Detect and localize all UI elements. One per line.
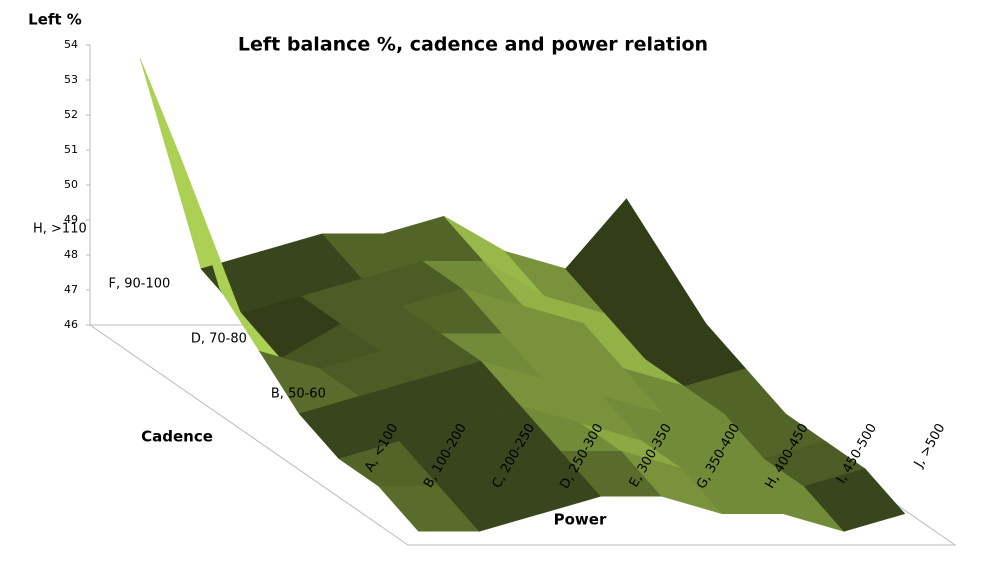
z-tick-label: 54 (64, 38, 78, 51)
z-tick-label: 46 (64, 318, 78, 331)
y-tick-label: B, 50-60 (271, 386, 326, 401)
z-axis-title: Left % (28, 11, 82, 29)
z-tick-label: 50 (64, 178, 78, 191)
z-tick-label: 49 (64, 213, 78, 226)
z-tick-label: 52 (64, 108, 78, 121)
y-axis-title: Cadence (141, 428, 213, 446)
y-tick-label: H, >110 (33, 221, 87, 236)
z-tick-label: 48 (64, 248, 78, 261)
surface-patch (803, 468, 906, 532)
z-tick-label: 51 (64, 143, 78, 156)
chart-title: Left balance %, cadence and power relati… (238, 34, 708, 56)
z-tick-label: 47 (64, 283, 78, 296)
y-tick-label: D, 70-80 (191, 331, 247, 346)
y-tick-label: F, 90-100 (108, 276, 170, 291)
x-tick-label: J, >500 (911, 421, 948, 471)
z-tick-label: 53 (64, 73, 78, 86)
x-axis-title: Power (554, 511, 607, 529)
